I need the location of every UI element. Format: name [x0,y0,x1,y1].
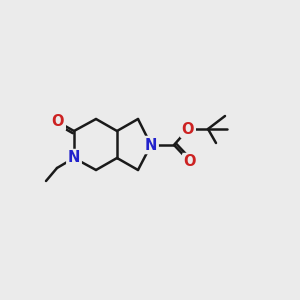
Text: O: O [182,122,194,136]
Text: O: O [52,115,64,130]
Text: O: O [184,154,196,169]
Text: N: N [68,151,80,166]
Text: N: N [145,137,157,152]
